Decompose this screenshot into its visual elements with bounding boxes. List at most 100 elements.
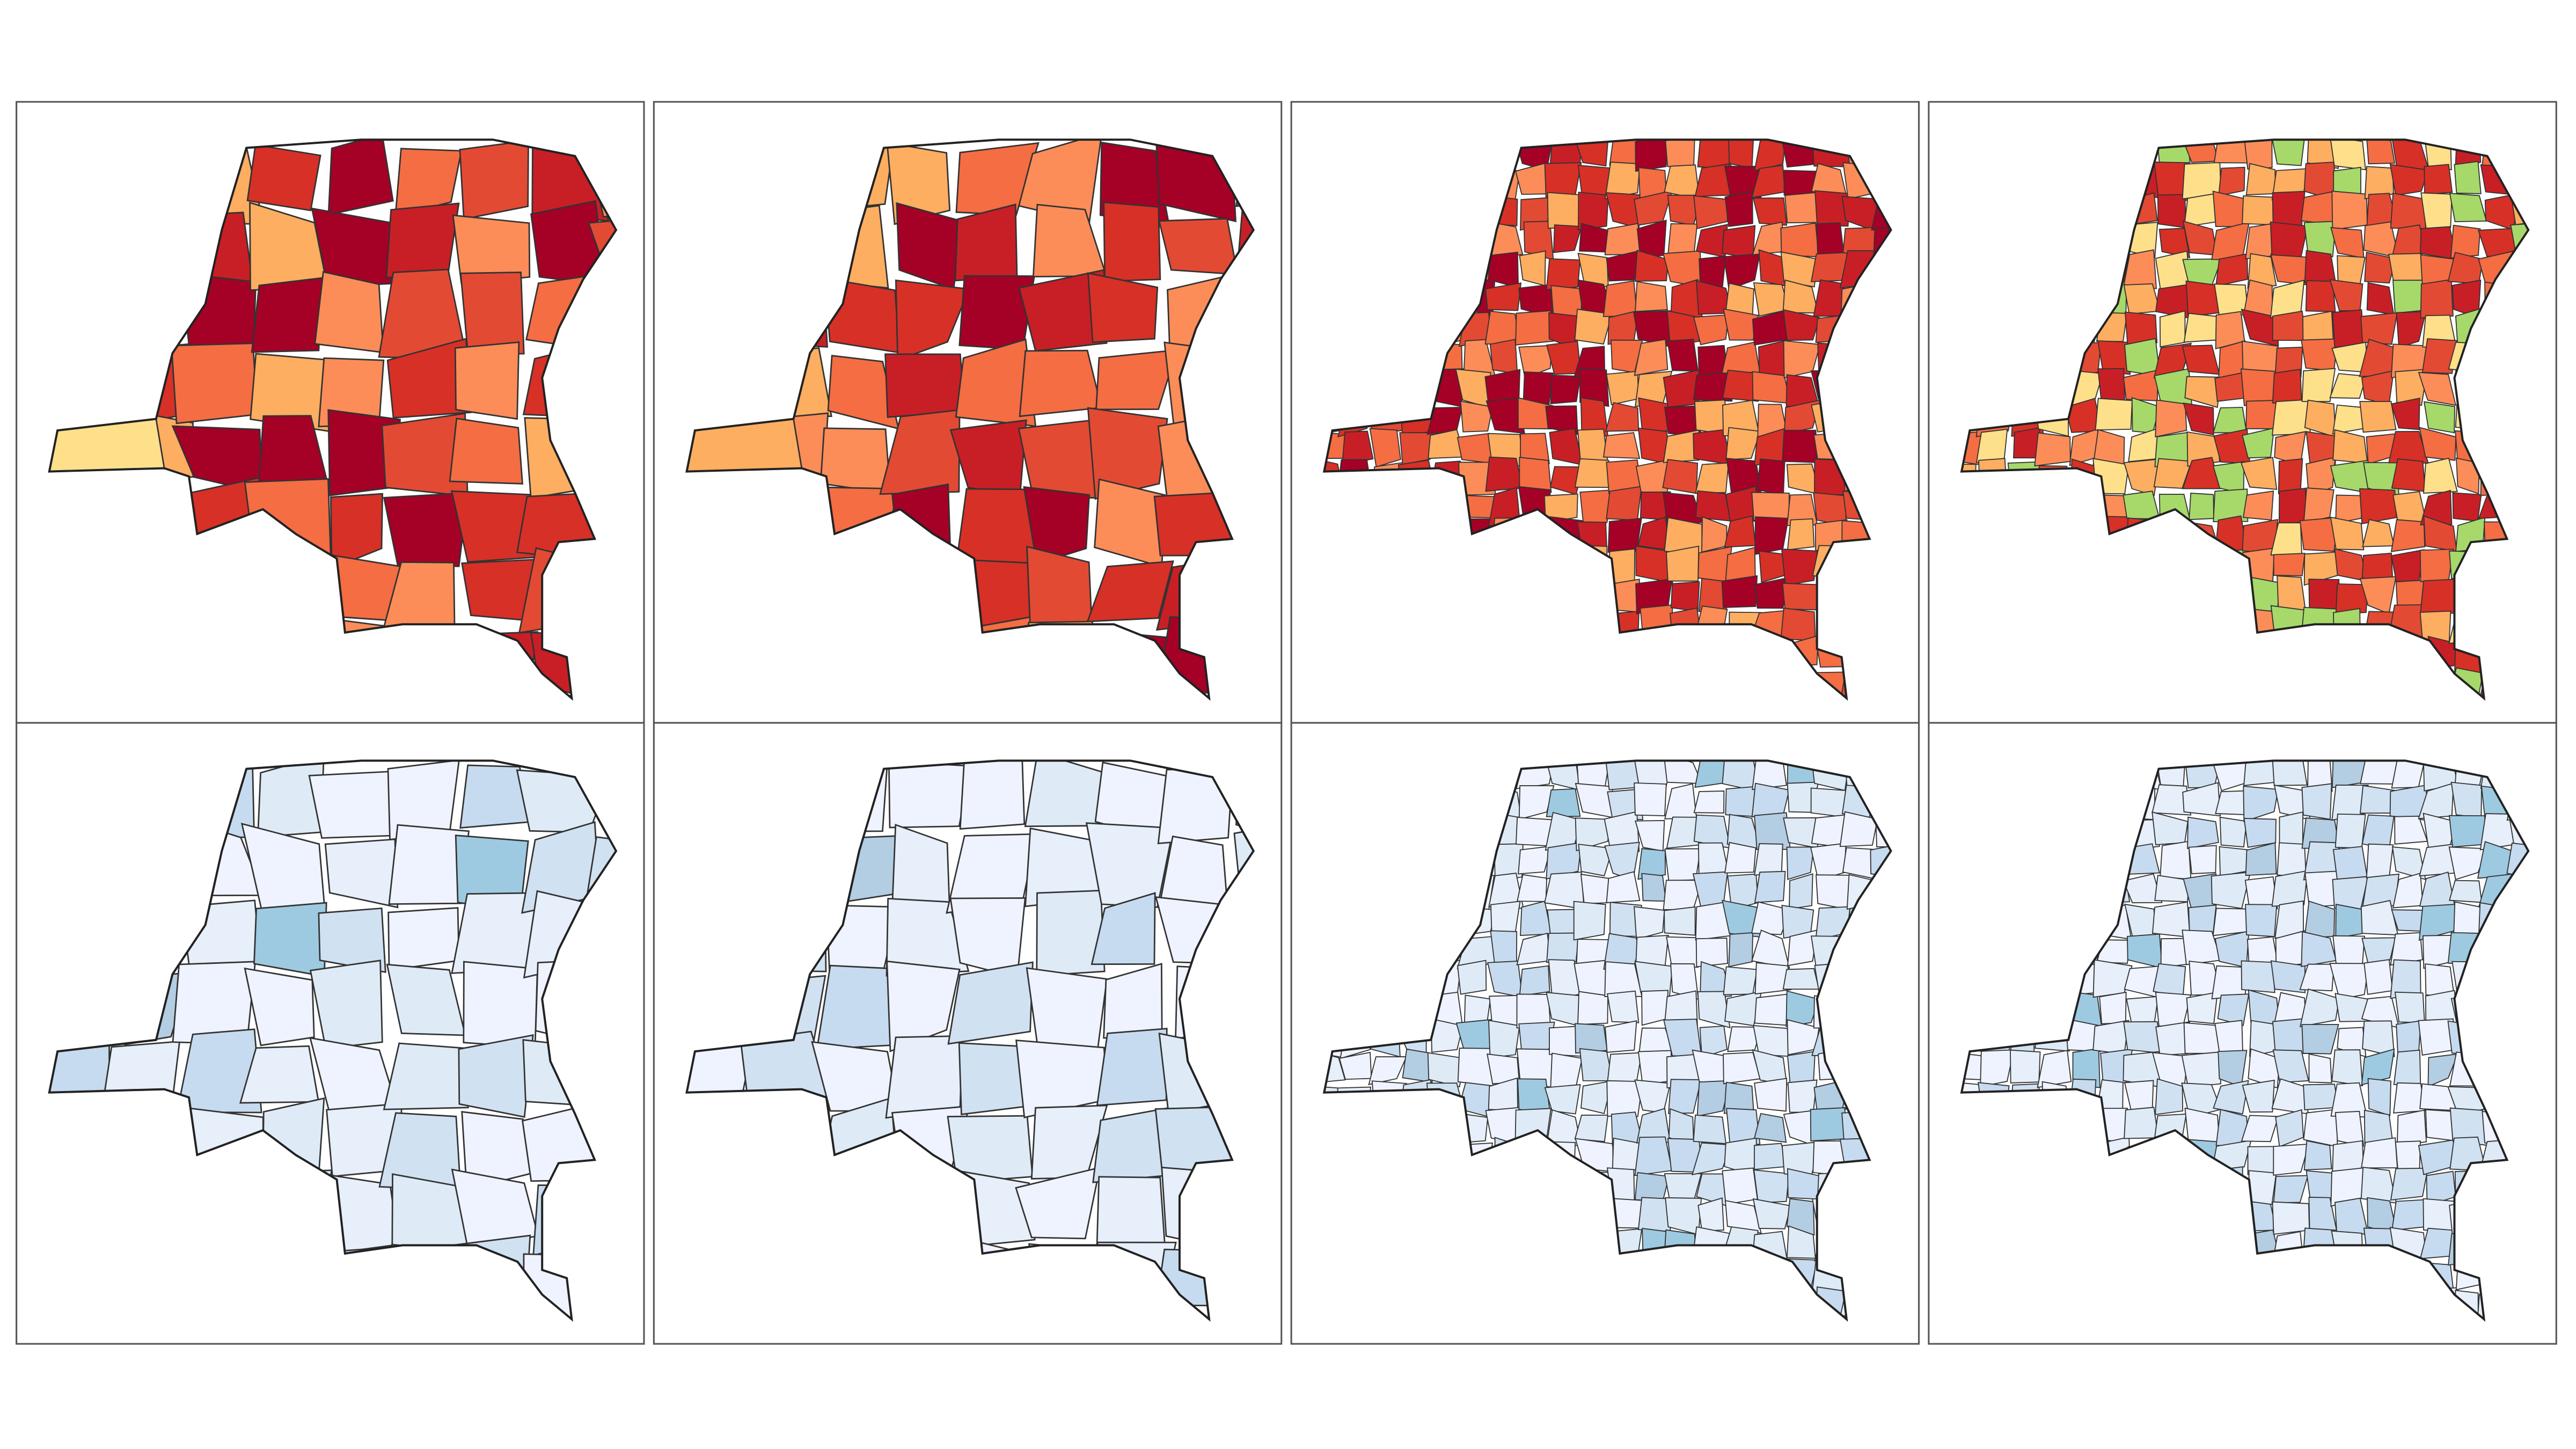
region: [1545, 405, 1578, 435]
region: [2363, 959, 2394, 995]
region: [2272, 310, 2308, 341]
region: [1544, 162, 1582, 198]
region: [308, 770, 401, 839]
region: [895, 279, 970, 361]
region: [1754, 870, 1786, 903]
region: [171, 342, 258, 425]
region: [2423, 401, 2455, 434]
region: [2301, 783, 2332, 820]
region: [1726, 1108, 1761, 1147]
region: [1519, 965, 1550, 997]
region: [1782, 582, 1819, 611]
region: [1754, 843, 1783, 876]
region: [2396, 311, 2427, 348]
region: [1085, 822, 1174, 908]
region: [1087, 407, 1168, 500]
region: [2214, 372, 2246, 402]
region: [2273, 1143, 2310, 1176]
region: [2359, 401, 2397, 433]
region: [2241, 960, 2275, 993]
region: [1728, 932, 1753, 968]
region: [1784, 192, 1820, 224]
region: [2450, 224, 2481, 259]
region: [2215, 790, 2248, 816]
region: [2389, 164, 2429, 196]
region: [2421, 338, 2458, 374]
region: [1544, 1084, 1581, 1115]
region: [2332, 309, 2365, 348]
region: [1697, 991, 1731, 1029]
region: [1782, 968, 1820, 990]
region: [1096, 1028, 1168, 1107]
region: [1574, 1115, 1609, 1143]
region: [1663, 429, 1700, 463]
region: [2188, 845, 2217, 875]
region: [2420, 192, 2453, 231]
region: [2243, 817, 2277, 848]
region: [1781, 548, 1818, 586]
region: [2272, 1201, 2310, 1235]
region: [1460, 400, 1494, 433]
region: [2218, 166, 2245, 196]
region: [2334, 1110, 2365, 1147]
region: [1547, 192, 1582, 229]
region: [1696, 1080, 1731, 1117]
region: [2213, 1080, 2249, 1115]
region: [1635, 545, 1673, 584]
region: [244, 967, 315, 1046]
region: [2390, 1167, 2428, 1201]
region: [314, 270, 384, 354]
region: [1606, 871, 1641, 904]
region: [1578, 192, 1609, 231]
region: [2272, 399, 2311, 436]
region: [2155, 399, 2187, 438]
region: [1520, 433, 1550, 465]
region: [819, 427, 891, 495]
region: [1782, 309, 1820, 341]
region: [2391, 458, 2426, 492]
region: [2124, 1107, 2159, 1139]
region: [1604, 811, 1640, 852]
region: [1754, 993, 1790, 1026]
region: [2151, 784, 2192, 816]
region: [947, 961, 1034, 1045]
region: [1518, 345, 1553, 379]
region: [1780, 608, 1816, 641]
region: [2242, 427, 2275, 459]
region: [2301, 1024, 2339, 1055]
region: [1693, 790, 1725, 814]
region: [1693, 195, 1728, 230]
region: [2420, 579, 2458, 614]
region: [2248, 1048, 2280, 1089]
region: [2248, 1170, 2277, 1206]
region: [1664, 906, 1696, 936]
region: [1662, 459, 1699, 494]
region: [1786, 1198, 1815, 1236]
region: [1026, 967, 1108, 1053]
region: [2390, 397, 2420, 430]
region: [318, 907, 386, 974]
region: [1666, 339, 1699, 372]
region: [885, 897, 970, 977]
region: [1087, 272, 1159, 343]
region: [2186, 991, 2219, 1024]
region: [886, 142, 951, 225]
region: [1637, 848, 1666, 880]
region: [2219, 846, 2250, 877]
region: [387, 907, 460, 971]
region: [1517, 874, 1548, 902]
region: [2303, 487, 2334, 523]
region: [1490, 930, 1518, 966]
region: [1399, 432, 1434, 465]
region: [1692, 1142, 1732, 1175]
region: [2420, 489, 2453, 525]
region: [2270, 254, 2310, 286]
region: [1724, 1199, 1762, 1234]
region: [2454, 160, 2482, 194]
region: [454, 341, 520, 420]
region: [383, 1042, 471, 1110]
region: [1515, 310, 1554, 346]
region: [2272, 191, 2306, 228]
region: [2158, 228, 2191, 259]
region: [327, 140, 394, 216]
